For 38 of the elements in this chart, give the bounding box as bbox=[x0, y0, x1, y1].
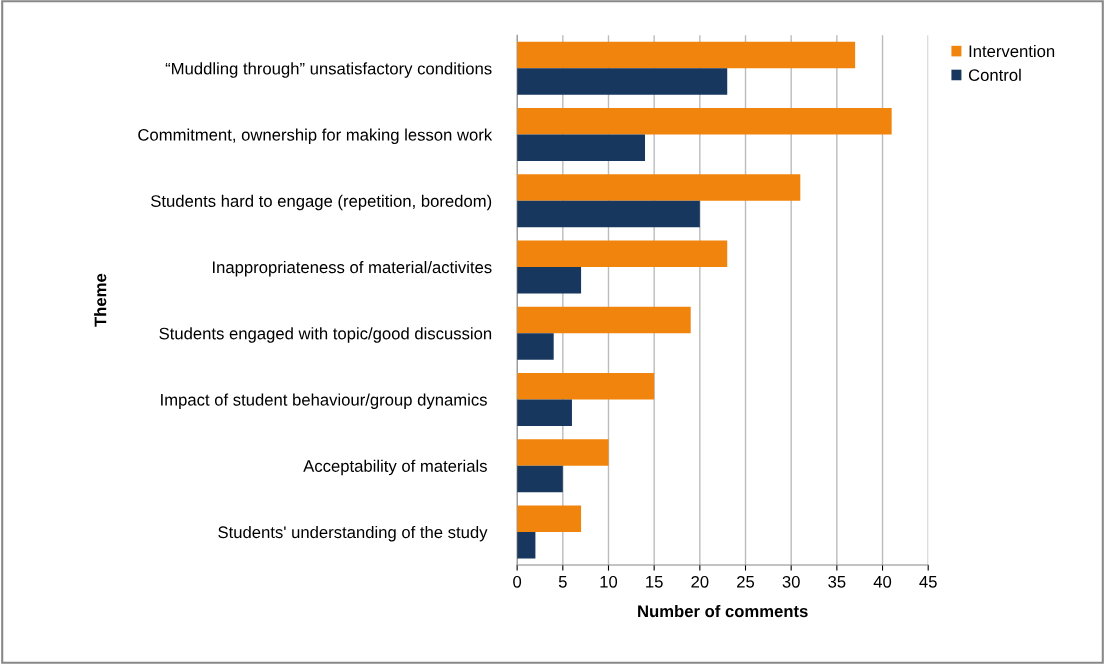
bar bbox=[517, 200, 700, 228]
bar bbox=[517, 267, 582, 294]
bar bbox=[517, 174, 801, 201]
x-tick-label: 10 bbox=[600, 575, 618, 588]
legend-label: Control bbox=[968, 68, 1021, 82]
bar bbox=[517, 333, 554, 360]
bar bbox=[517, 439, 609, 466]
y-tick-label: Commitment, ownership for making lesson work bbox=[138, 128, 493, 145]
x-tick-label: 25 bbox=[737, 575, 755, 588]
x-tick-label: 35 bbox=[828, 575, 846, 588]
y-tick-label: Impact of student behaviour/group dynamics bbox=[161, 393, 487, 409]
y-tick-label: Inappropriateness of material/activites bbox=[213, 260, 492, 277]
bar bbox=[517, 240, 728, 268]
bar bbox=[517, 465, 563, 493]
y-tick-label: Students engaged with topic/good discussion bbox=[159, 327, 492, 343]
bar bbox=[517, 108, 892, 135]
y-axis-title: Theme bbox=[94, 273, 107, 327]
y-tick-label: “Muddling through” unsatisfactory conditions bbox=[165, 62, 492, 78]
y-tick-label: Students hard to engage (repetition, boredom) bbox=[151, 194, 492, 211]
bar bbox=[517, 505, 582, 532]
bar bbox=[517, 306, 691, 334]
x-tick-label: 45 bbox=[919, 576, 937, 588]
bar bbox=[517, 68, 728, 95]
x-tick-label: 30 bbox=[782, 575, 800, 588]
bar bbox=[517, 531, 536, 559]
bar bbox=[517, 399, 572, 426]
bar bbox=[517, 134, 646, 162]
x-tick-label: 5 bbox=[558, 576, 567, 588]
x-tick-label: 15 bbox=[646, 576, 663, 588]
y-tick-label: Students' understanding of the study bbox=[218, 525, 488, 542]
x-tick-label: 20 bbox=[691, 575, 709, 588]
y-tick-label: Acceptability of materials bbox=[303, 459, 487, 476]
x-tick-label: 0 bbox=[513, 575, 522, 588]
legend-label: Intervention bbox=[969, 44, 1055, 58]
bar bbox=[517, 41, 856, 69]
x-axis-title: Number of comments bbox=[638, 604, 808, 618]
x-tick-label: 40 bbox=[873, 575, 892, 588]
bar bbox=[517, 372, 655, 400]
